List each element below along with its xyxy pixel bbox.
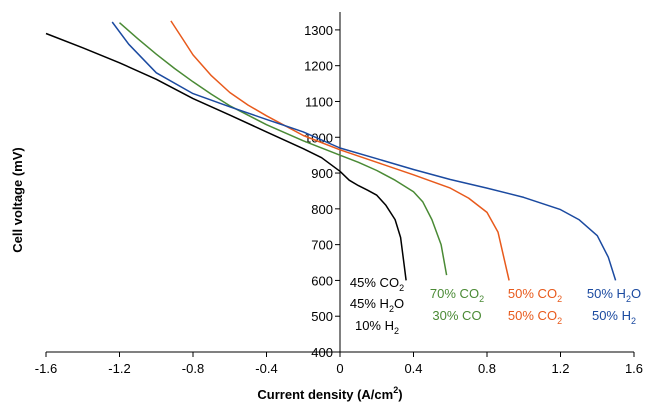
x-tick-label: 0.8	[478, 361, 496, 376]
annotation-4: 50% H2O 50% H2	[587, 286, 641, 326]
y-tick-label: 1200	[304, 59, 333, 74]
y-tick-label: 600	[311, 273, 333, 288]
axes: -1.6 -1.2 -0.8 -0.4 0 0.4 0.8 1.2 1.6 400 500 600 70…	[35, 12, 643, 376]
y-tick-label: 500	[311, 309, 333, 324]
annotation-line: 30% CO	[432, 308, 481, 323]
annotation-1: 45% CO2 45% H2O 10% H2	[350, 275, 404, 336]
annotation-2: 70% CO2 30% CO	[430, 286, 484, 323]
y-tick-label: 400	[311, 345, 333, 360]
series-line-2	[119, 22, 448, 276]
y-axis-title: Cell voltage (mV)	[10, 147, 25, 252]
x-tick-label: 0	[336, 361, 343, 376]
annotation-line: 50% H2	[592, 308, 636, 326]
x-tick-label: 1.2	[551, 361, 569, 376]
annotation-line: 45% CO2	[350, 275, 404, 293]
x-tick-label: -1.2	[108, 361, 130, 376]
y-tick-label: 800	[311, 202, 333, 217]
x-tick-label: 0.4	[404, 361, 422, 376]
y-tick-label: 1100	[305, 94, 333, 109]
series-line-1	[45, 32, 407, 281]
x-axis-title: Current density (A/cm2)	[257, 385, 402, 402]
annotation-line: 50% H2O	[587, 286, 641, 304]
y-tick-label: 700	[311, 238, 333, 253]
annotation-line: 50% CO2	[508, 308, 562, 326]
annotation-line: 10% H2	[355, 318, 399, 336]
annotation-line: 45% H2O	[350, 296, 404, 314]
annotations: 45% CO2 45% H2O 10% H2 70% CO2 30% CO 50% CO2…	[350, 275, 641, 336]
x-tick-label: -0.4	[255, 361, 277, 376]
series-line-3	[170, 20, 510, 281]
series-layer	[45, 20, 617, 281]
y-tick-label: 1300	[304, 23, 333, 38]
x-tick-label: -0.8	[182, 361, 204, 376]
x-tick-label: -1.6	[35, 361, 57, 376]
series-line-4	[111, 21, 617, 281]
annotation-3: 50% CO2 50% CO2	[508, 286, 562, 326]
annotation-line: 70% CO2	[430, 286, 484, 304]
y-tick-label: 900	[311, 166, 333, 181]
annotation-line: 50% CO2	[508, 286, 562, 304]
x-tick-label: 1.6	[625, 361, 643, 376]
